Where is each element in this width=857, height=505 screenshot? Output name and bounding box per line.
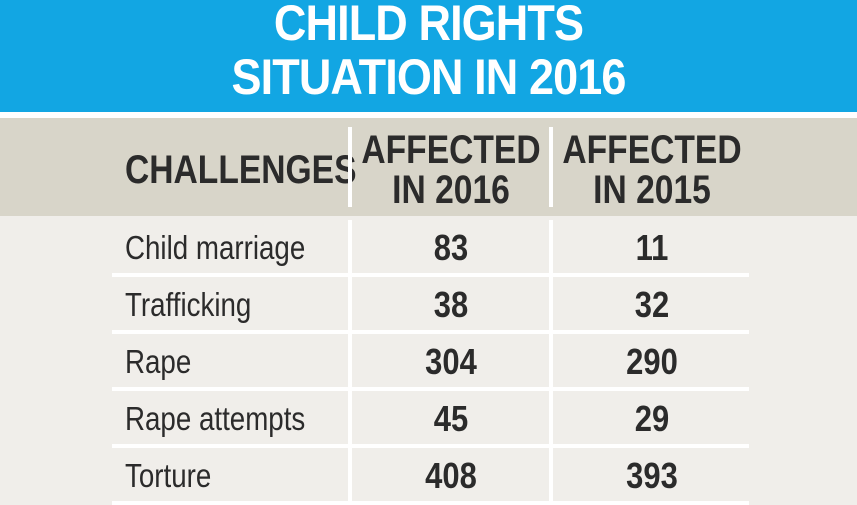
affected-2015-value: 29 [634,398,670,439]
row-divider [112,501,749,505]
column-separator [549,334,553,387]
challenge-label: Rape attempts [125,400,306,437]
challenge-label: Child marriage [125,229,306,266]
affected-2016-value: 304 [425,341,477,382]
title-banner: CHILD RIGHTS SITUATION IN 2016 [0,0,857,112]
column-separator [549,448,553,501]
header-column-separator [549,127,553,207]
challenge-label: Rape [125,343,192,380]
column-separator [348,334,352,387]
challenge-label: Trafficking [125,286,252,323]
header-affected-2015-line2: IN 2015 [593,168,711,212]
table-row: Trafficking 38 32 [0,277,857,334]
header-affected-2015: AFFECTED IN 2015 [560,130,745,210]
column-separator [348,391,352,444]
affected-2016-value: 83 [433,227,469,268]
column-separator [549,220,553,273]
header-challenges: CHALLENGES [125,148,357,192]
title-line-1: CHILD RIGHTS [273,0,584,51]
header-affected-2015-line1: AFFECTED [562,128,742,172]
row-divider [112,387,749,391]
column-separator [348,220,352,273]
table-row: Rape attempts 45 29 [0,391,857,448]
affected-2016-value: 408 [425,455,477,496]
title-divider [0,112,857,118]
column-separator [549,391,553,444]
affected-2016-value: 38 [433,284,469,325]
row-divider [112,330,749,334]
table-header: CHALLENGES AFFECTED IN 2016 AFFECTED IN … [0,118,857,216]
column-separator [549,277,553,330]
row-divider [112,273,749,277]
challenge-label: Torture [125,457,212,494]
row-divider [112,444,749,448]
affected-2015-value: 11 [635,227,669,268]
affected-2015-value: 393 [626,455,678,496]
column-separator [348,448,352,501]
title-line-2: SITUATION IN 2016 [231,49,627,105]
header-affected-2016-line2: IN 2016 [392,168,510,212]
header-column-separator [348,127,352,207]
column-separator [348,277,352,330]
table-row: Torture 408 393 [0,448,857,505]
table-row: Child marriage 83 11 [0,220,857,277]
table-row: Rape 304 290 [0,334,857,391]
header-affected-2016: AFFECTED IN 2016 [359,130,544,210]
affected-2016-value: 45 [433,398,469,439]
affected-2015-value: 32 [634,284,670,325]
header-affected-2016-line1: AFFECTED [361,128,541,172]
affected-2015-value: 290 [626,341,678,382]
